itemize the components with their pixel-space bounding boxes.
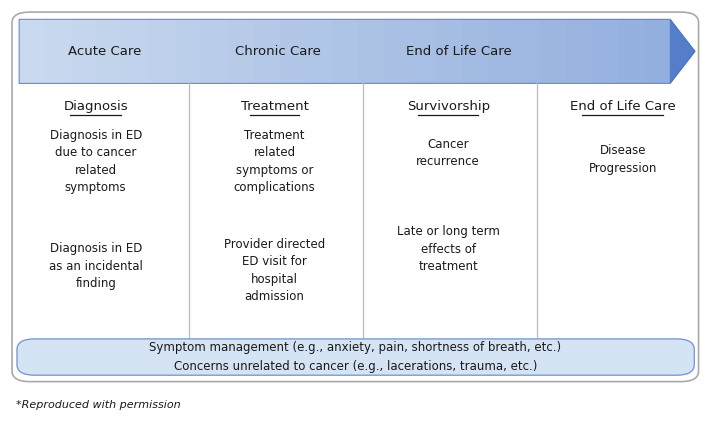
Text: Treatment
related
symptoms or
complications: Treatment related symptoms or complicati… bbox=[234, 129, 315, 194]
Polygon shape bbox=[384, 19, 410, 83]
Text: Treatment: Treatment bbox=[241, 100, 308, 113]
Polygon shape bbox=[19, 19, 695, 83]
Polygon shape bbox=[670, 19, 695, 83]
Polygon shape bbox=[305, 19, 332, 83]
Text: Late or long term
effects of
treatment: Late or long term effects of treatment bbox=[397, 225, 500, 273]
Text: Chronic Care: Chronic Care bbox=[235, 45, 321, 58]
Polygon shape bbox=[644, 19, 670, 83]
Polygon shape bbox=[618, 19, 644, 83]
Text: Acute Care: Acute Care bbox=[68, 45, 141, 58]
Polygon shape bbox=[332, 19, 357, 83]
Text: Diagnosis in ED
due to cancer
related
symptoms: Diagnosis in ED due to cancer related sy… bbox=[50, 129, 142, 194]
Polygon shape bbox=[410, 19, 436, 83]
Text: End of Life Care: End of Life Care bbox=[570, 100, 676, 113]
Polygon shape bbox=[253, 19, 280, 83]
Polygon shape bbox=[514, 19, 540, 83]
Polygon shape bbox=[566, 19, 592, 83]
Text: Survivorship: Survivorship bbox=[407, 100, 490, 113]
Text: Diagnosis in ED
as an incidental
finding: Diagnosis in ED as an incidental finding bbox=[49, 242, 142, 290]
Text: Disease
Progression: Disease Progression bbox=[589, 144, 657, 175]
Polygon shape bbox=[280, 19, 305, 83]
Polygon shape bbox=[592, 19, 618, 83]
Polygon shape bbox=[436, 19, 462, 83]
Polygon shape bbox=[123, 19, 150, 83]
Text: *Reproduced with permission: *Reproduced with permission bbox=[16, 400, 180, 410]
Polygon shape bbox=[227, 19, 253, 83]
Polygon shape bbox=[540, 19, 566, 83]
FancyBboxPatch shape bbox=[12, 12, 698, 381]
Polygon shape bbox=[201, 19, 227, 83]
Polygon shape bbox=[488, 19, 514, 83]
Polygon shape bbox=[357, 19, 384, 83]
Text: Cancer
recurrence: Cancer recurrence bbox=[417, 138, 480, 168]
Polygon shape bbox=[150, 19, 175, 83]
Polygon shape bbox=[462, 19, 488, 83]
Polygon shape bbox=[175, 19, 201, 83]
Text: Provider directed
ED visit for
hospital
admission: Provider directed ED visit for hospital … bbox=[224, 238, 325, 303]
Text: Diagnosis: Diagnosis bbox=[63, 100, 128, 113]
Polygon shape bbox=[98, 19, 123, 83]
Text: Symptom management (e.g., anxiety, pain, shortness of breath, etc.)
Concerns unr: Symptom management (e.g., anxiety, pain,… bbox=[150, 341, 561, 372]
Text: End of Life Care: End of Life Care bbox=[406, 45, 512, 58]
FancyBboxPatch shape bbox=[17, 339, 694, 375]
